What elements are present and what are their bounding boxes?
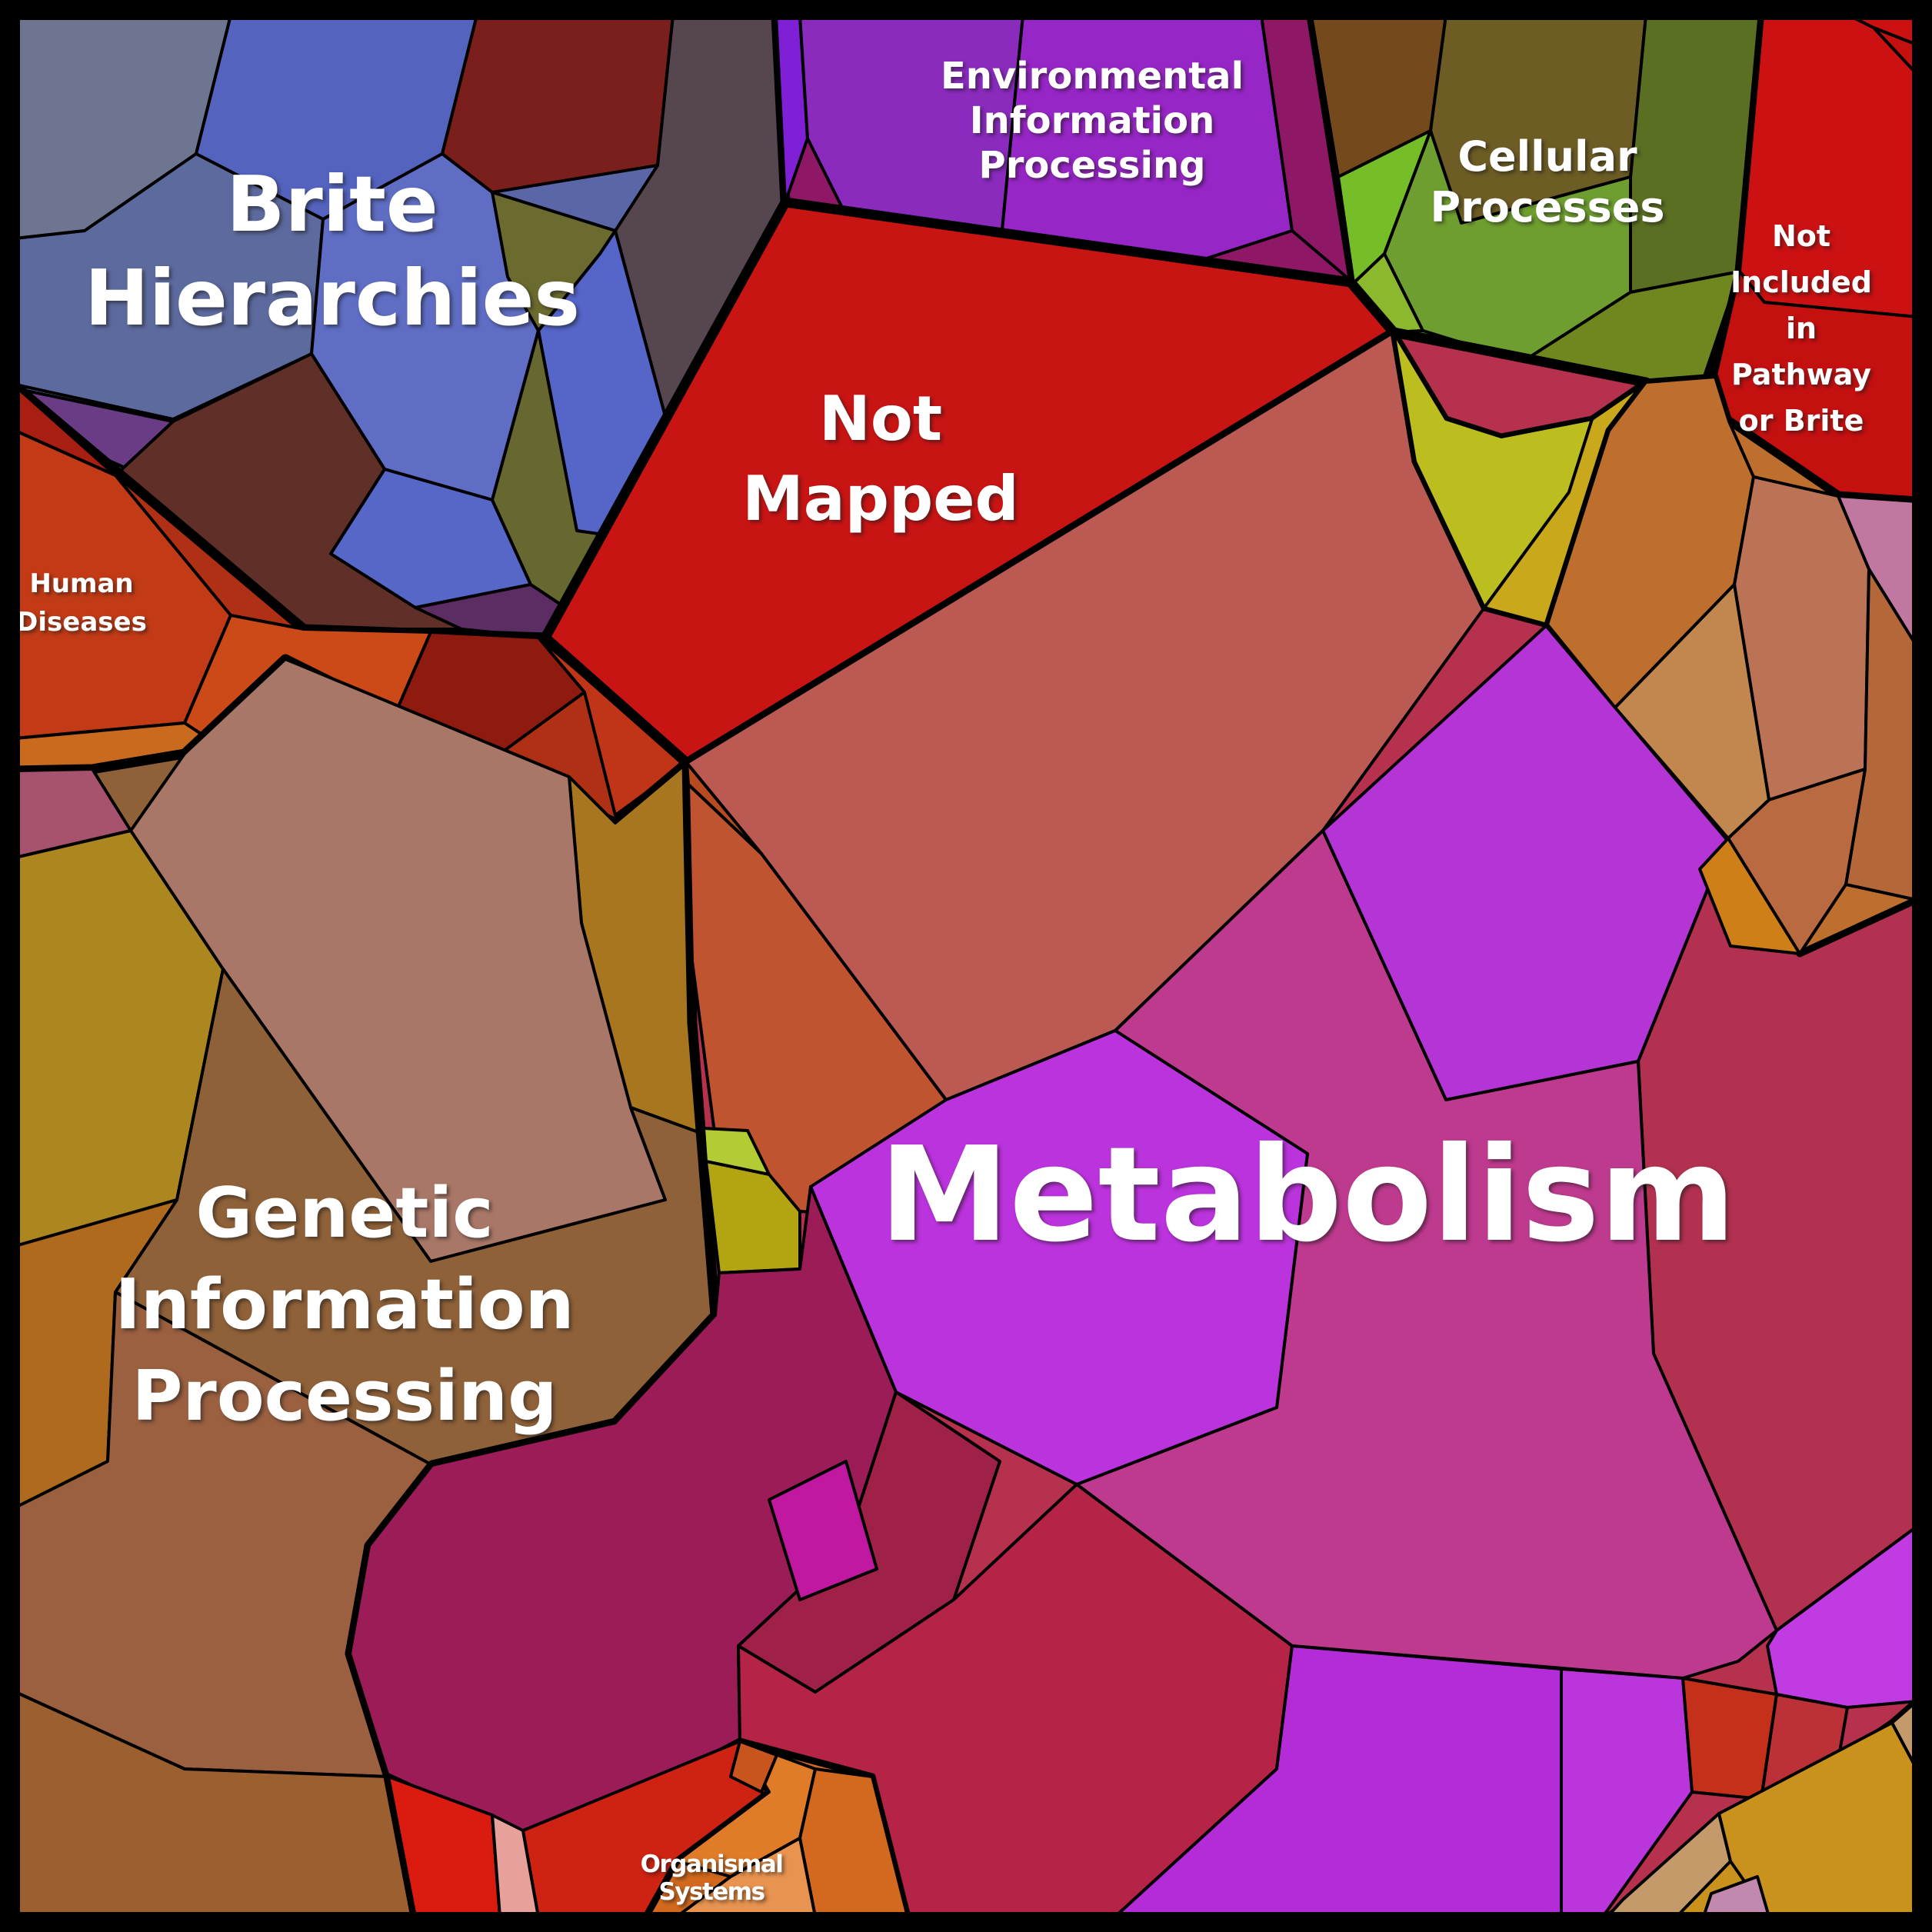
label-brite-hierarchies: Brite Hierarchies bbox=[85, 159, 580, 343]
brite-hierarchies-cell-2 bbox=[441, 14, 675, 194]
label-cellular-processes: Cellular Processes bbox=[1431, 132, 1665, 232]
label-genetic-information-processing: Genetic Information Processing bbox=[115, 1173, 574, 1437]
label-metabolism: Metabolism bbox=[879, 1119, 1736, 1271]
label-not-included-in-pathway-or-brite: Not Included in Pathway or Brite bbox=[1730, 219, 1872, 438]
not-included-in-pathway-or-brite-region bbox=[1710, 10, 1922, 507]
label-not-mapped: Not Mapped bbox=[742, 383, 1019, 535]
orange-subgroup-cell-3 bbox=[1844, 568, 1918, 901]
orange-subgroup-cell-5 bbox=[1727, 768, 1867, 955]
genetic-information-processing-region bbox=[10, 654, 721, 1922]
metabolism-region bbox=[345, 327, 1922, 1922]
orange-subgroup-region bbox=[1544, 373, 1920, 958]
metabolism-cell-8 bbox=[809, 1029, 1309, 1486]
label-human-diseases: Human Diseases bbox=[16, 568, 147, 638]
metabolism-cell-11 bbox=[768, 1460, 878, 1601]
metabolism-cell-4 bbox=[705, 1160, 801, 1274]
orange-subgroup-cell-6 bbox=[1698, 837, 1801, 955]
organismal-systems-cell-3 bbox=[729, 1740, 778, 1794]
metabolism-cell-14 bbox=[1560, 1667, 1694, 1918]
label-environmental-information-processing: Environmental Information Processing bbox=[941, 55, 1244, 187]
label-organismal-systems: Organismal Systems bbox=[641, 1850, 783, 1906]
